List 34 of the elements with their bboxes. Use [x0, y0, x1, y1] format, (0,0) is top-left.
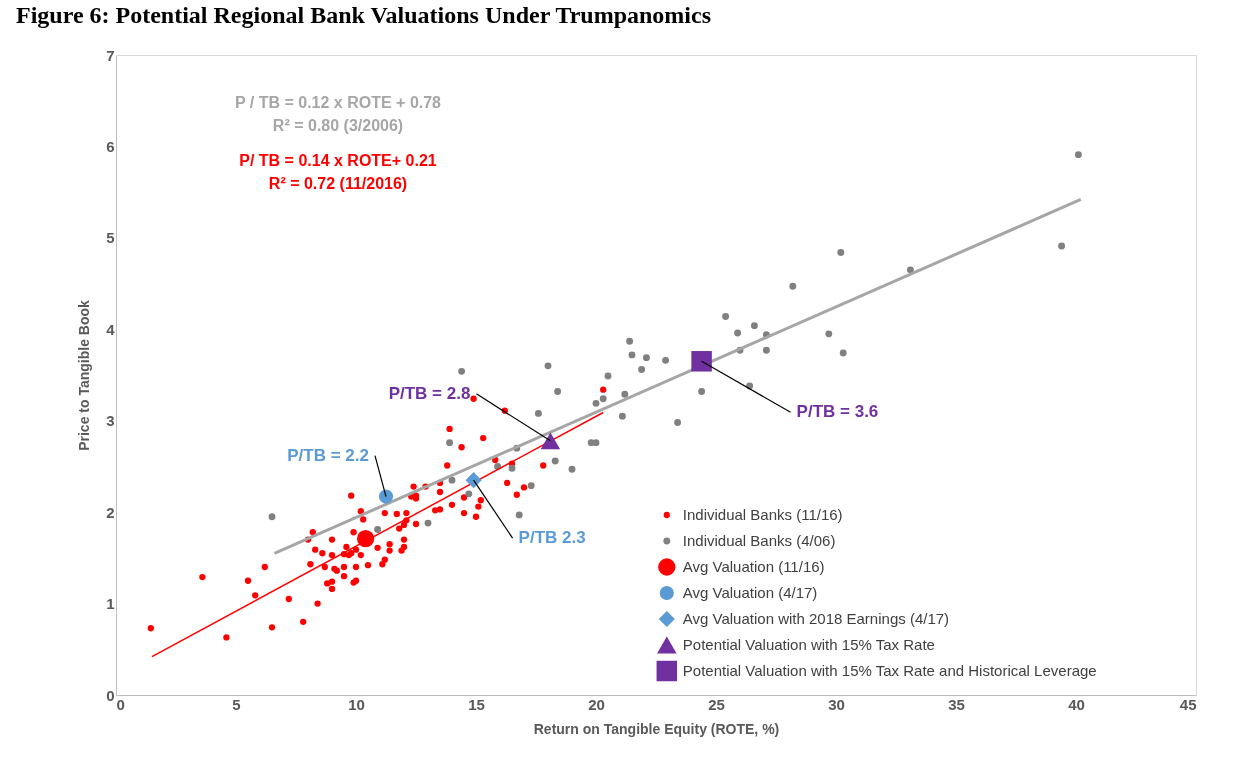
- y-tick-label: 7: [106, 46, 115, 64]
- y-tick-label: 4: [106, 320, 116, 338]
- legend-label: Avg Valuation (11/16): [682, 558, 825, 575]
- legend-label: Individual Banks (4/06): [682, 532, 836, 549]
- annotation: P/ TB = 0.14 x ROTE+ 0.21: [239, 152, 437, 169]
- legend-label: Individual Banks (11/16): [682, 506, 843, 523]
- y-axis-title: Price to Tangible Book: [76, 299, 93, 451]
- x-tick-label: 25: [708, 695, 725, 713]
- x-tick-label: 15: [468, 695, 485, 713]
- chart-title: Figure 6: Potential Regional Bank Valuations Under Trumpanomics: [16, 2, 711, 28]
- legend-label: Avg Valuation with 2018 Earnings (4/17): [682, 610, 950, 627]
- x-tick-label: 40: [1068, 695, 1085, 713]
- annotation: R² = 0.72 (11/2016): [268, 175, 408, 192]
- y-tick-label: 6: [106, 137, 115, 155]
- annotation: P/TB = 3.6: [796, 402, 879, 422]
- annotation: R² = 0.80 (3/2006): [272, 117, 404, 134]
- annotation: P/TB 2.3: [518, 528, 586, 548]
- y-tick-label: 3: [106, 412, 115, 430]
- legend-label: Avg Valuation (4/17): [682, 584, 818, 601]
- annotation: P/TB = 2.2: [287, 445, 369, 465]
- y-tick-label: 5: [106, 229, 115, 247]
- x-tick-label: 10: [348, 695, 365, 713]
- x-axis-title: Return on Tangible Equity (ROTE, %): [533, 720, 780, 737]
- y-tick-label: 1: [106, 595, 115, 613]
- x-tick-label: 30: [828, 695, 845, 713]
- y-tick-label: 2: [106, 503, 115, 521]
- x-tick-label: 5: [232, 695, 241, 713]
- x-tick-label: 20: [588, 695, 605, 713]
- annotation: P/TB = 2.8: [388, 383, 471, 403]
- legend-label: Potential Valuation with 15% Tax Rate: [682, 636, 935, 653]
- x-tick-label: 45: [1179, 695, 1197, 713]
- annotation: P / TB = 0.12 x ROTE + 0.78: [234, 94, 442, 111]
- x-tick-label: 35: [948, 695, 965, 713]
- legend-label: Potential Valuation with 15% Tax Rate and Historical Leverage: [682, 662, 1097, 679]
